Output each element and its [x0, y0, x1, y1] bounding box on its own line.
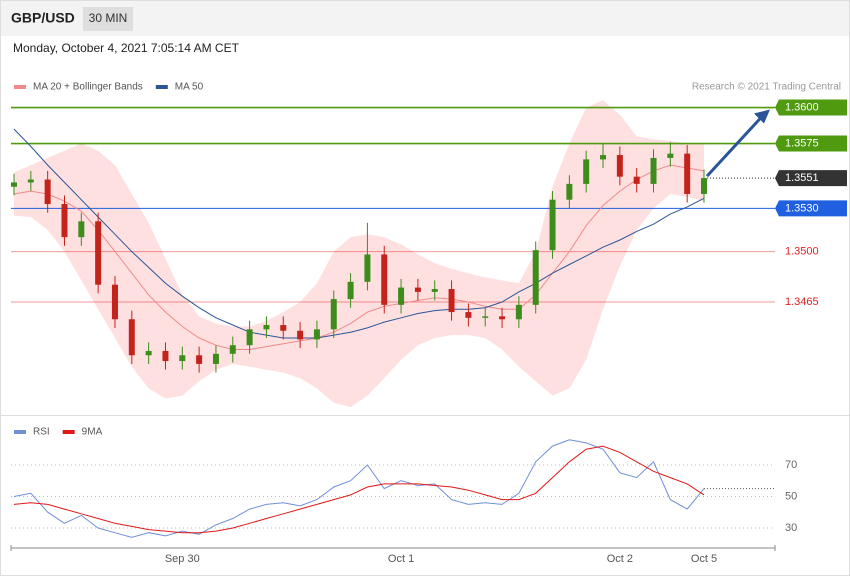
candle-body	[95, 221, 102, 285]
level-label: 1.3465	[785, 296, 819, 308]
forecast-arrowhead	[754, 109, 770, 124]
timestamp: Monday, October 4, 2021 7:05:14 AM CET	[13, 41, 240, 55]
candle-body	[448, 289, 455, 313]
candle-body	[128, 319, 135, 356]
bollinger-band	[14, 100, 704, 408]
candle-body	[44, 179, 51, 205]
level-badge	[775, 200, 847, 217]
candle-body	[499, 316, 506, 320]
ma50-line	[13, 128, 705, 339]
y-tick-label: 70	[785, 459, 797, 471]
y-tick-label: 30	[785, 522, 797, 534]
candle-body	[701, 178, 707, 194]
legend-swatch	[155, 85, 168, 89]
legend-label: MA 50	[175, 82, 204, 93]
interval[interactable]: 30 MIN	[89, 11, 128, 25]
y-tick-label: 50	[785, 490, 797, 502]
symbol: GBP/USD	[11, 10, 75, 26]
candle-body	[78, 221, 85, 238]
level-label: 1.3600	[785, 101, 819, 113]
x-tick-label: Sep 30	[165, 553, 200, 565]
candle-body	[179, 355, 186, 362]
x-tick-label: Oct 5	[691, 553, 717, 565]
candle-body	[263, 325, 270, 330]
legend-swatch	[62, 430, 75, 434]
signal-line	[13, 445, 705, 534]
level-label: 1.3530	[785, 202, 819, 214]
candle-body	[465, 312, 472, 318]
candle-body	[583, 159, 590, 184]
legend-label: RSI	[33, 427, 50, 438]
candle-body	[633, 176, 640, 184]
candle-body	[650, 157, 657, 184]
header-bar	[1, 1, 849, 36]
level-badge	[775, 170, 847, 187]
ma20-line	[13, 164, 705, 350]
forecast-arrow	[705, 115, 764, 178]
credit: Research © 2021 Trading Central	[692, 82, 841, 93]
candle-body	[684, 153, 691, 194]
candle-body	[515, 304, 522, 320]
candle-body	[431, 289, 438, 292]
interval-button[interactable]	[83, 7, 133, 31]
candle-body	[212, 353, 219, 364]
candle-body	[549, 199, 556, 251]
candle-body	[414, 287, 421, 292]
rsi-panel: 30 50 70 RSI 9MA Sep 30 Oct 1 Oct 2 Oct 5	[10, 427, 797, 565]
candle-body	[111, 284, 118, 320]
candle-body	[566, 183, 573, 200]
candle-body	[162, 350, 169, 362]
candle-body	[196, 355, 203, 364]
candle-body	[482, 316, 489, 318]
legend-swatch	[14, 430, 26, 434]
candle-body	[246, 329, 253, 346]
legend-label: MA 20 + Bollinger Bands	[33, 82, 143, 93]
legend-label: 9MA	[82, 427, 103, 438]
candle-body	[381, 254, 388, 305]
price-panel: 1.3600 1.3575 1.3551 1.3530 1.3500 1.3465 MA 2…	[11, 82, 847, 408]
candle-body	[11, 182, 17, 187]
candle-body	[280, 325, 287, 331]
rsi-line	[13, 439, 705, 538]
x-tick-label: Oct 1	[388, 553, 414, 565]
level-label: 1.3500	[785, 245, 819, 257]
candle-body	[398, 287, 405, 305]
candle-body	[61, 204, 68, 238]
candle-body	[532, 250, 539, 305]
candle-body	[27, 179, 34, 183]
level-badge	[775, 99, 847, 116]
candle-body	[330, 299, 337, 330]
legend-swatch	[14, 85, 26, 89]
candle-body	[616, 155, 623, 177]
level-label: 1.3551	[785, 172, 819, 184]
level-badge	[775, 135, 847, 152]
candle-body	[667, 153, 674, 158]
x-tick-label: Oct 2	[607, 553, 633, 565]
candle-body	[229, 345, 236, 354]
candle-body	[364, 254, 371, 282]
candle-body	[145, 350, 152, 356]
candle-body	[313, 329, 320, 340]
candle-body	[297, 330, 304, 340]
level-label: 1.3575	[785, 137, 819, 149]
candle-body	[347, 281, 354, 300]
candle-body	[600, 155, 607, 160]
